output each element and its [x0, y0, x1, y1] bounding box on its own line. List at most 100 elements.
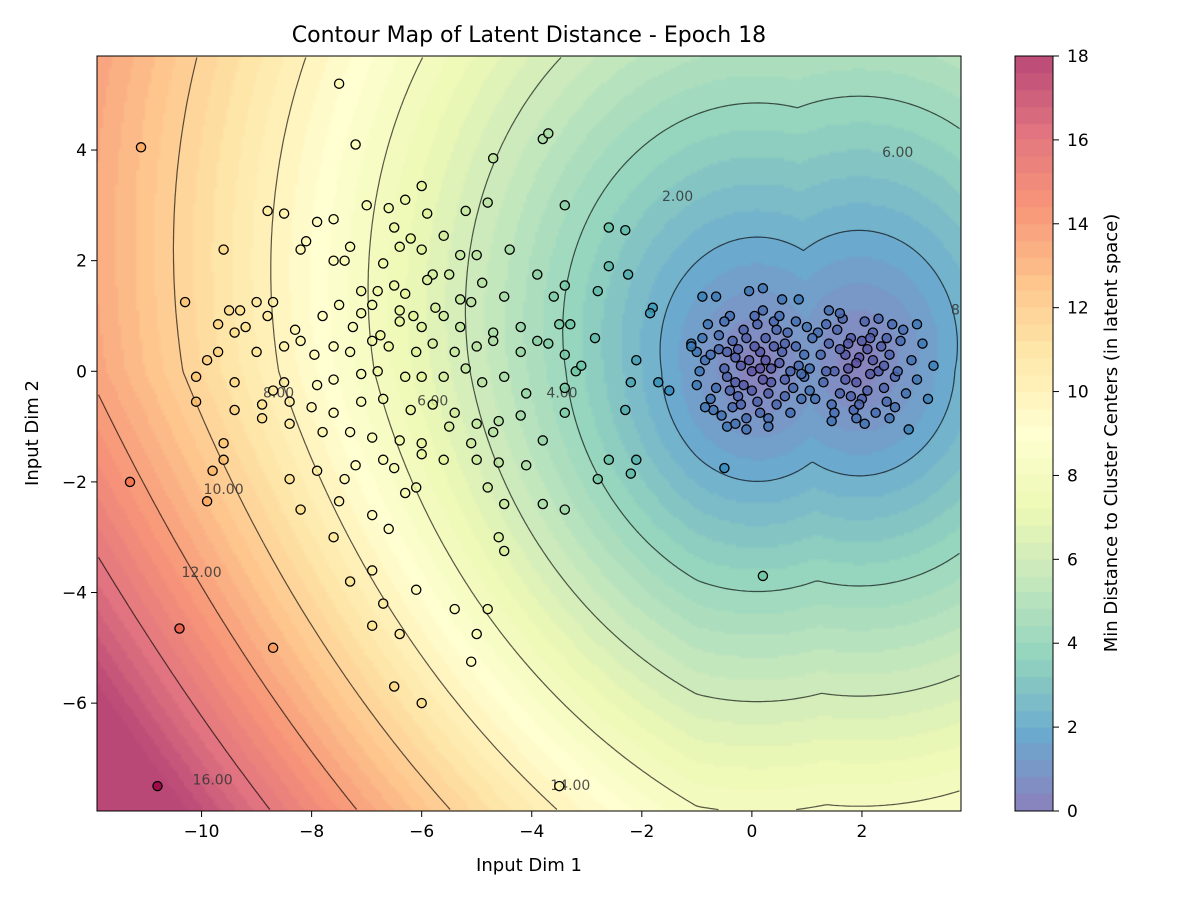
scatter-point	[471, 341, 482, 352]
scatter-point	[504, 244, 515, 255]
cluster-point	[911, 319, 923, 330]
scatter-point	[388, 681, 400, 692]
scatter-point	[493, 531, 504, 543]
scatter-point	[471, 628, 482, 640]
cluster-point	[903, 424, 914, 435]
colorbar-tick-label: 4	[1067, 634, 1078, 654]
scatter-point	[482, 603, 493, 615]
cluster-point	[928, 360, 939, 371]
scatter-point	[603, 260, 615, 272]
scatter-point	[366, 565, 378, 576]
x-tick-label: −8	[299, 822, 324, 842]
cluster-point	[757, 374, 769, 385]
scatter-point	[317, 426, 328, 438]
scatter-point	[565, 319, 576, 330]
scatter-point	[190, 371, 202, 383]
scatter-point	[416, 437, 427, 449]
y-tick-label: −6	[62, 694, 87, 714]
cluster-point	[809, 393, 821, 405]
cluster-point	[724, 385, 736, 396]
colorbar-tick-label: 6	[1067, 550, 1078, 570]
colorbar-tick-label: 12	[1067, 299, 1089, 319]
scatter-point	[460, 205, 471, 217]
scatter-point	[471, 249, 482, 261]
scatter-point	[339, 473, 350, 485]
cluster-point	[845, 390, 857, 402]
cluster-point	[713, 330, 725, 341]
scatter-point	[515, 410, 526, 421]
cluster-point	[787, 382, 799, 394]
scatter-point	[625, 468, 637, 479]
colorbar-tick-label: 8	[1067, 466, 1078, 486]
scatter-point	[355, 307, 367, 319]
scatter-point	[410, 482, 422, 493]
scatter-point	[262, 205, 273, 217]
scatter-point	[218, 437, 229, 449]
cluster-point	[815, 349, 826, 360]
scatter-point	[430, 302, 441, 313]
scatter-point	[482, 197, 493, 208]
scatter-point	[355, 285, 367, 297]
cluster-point	[892, 366, 903, 377]
scatter-point	[620, 404, 631, 416]
scatter-point	[664, 385, 675, 396]
cluster-point	[749, 310, 760, 322]
cluster-point	[842, 338, 854, 349]
scatter-point	[267, 385, 279, 396]
scatter-point	[421, 274, 433, 286]
cluster-point	[917, 338, 928, 349]
scatter-point	[438, 371, 449, 383]
scatter-point	[388, 280, 400, 291]
scatter-point	[366, 509, 378, 521]
cluster-point	[721, 346, 733, 358]
cluster-point	[889, 401, 901, 413]
y-tick-label: −2	[62, 473, 87, 493]
contour-line-2	[659, 229, 958, 482]
scatter-point	[311, 216, 323, 228]
x-tick-label: −6	[409, 822, 434, 842]
cluster-point	[779, 374, 791, 385]
cluster-point	[884, 349, 895, 360]
scatter-points	[124, 78, 939, 792]
cluster-point	[840, 374, 851, 385]
scatter-point	[201, 354, 213, 366]
cluster-point	[884, 413, 895, 424]
scatter-point	[256, 399, 268, 410]
cluster-point	[702, 319, 714, 330]
cluster-point	[826, 415, 837, 427]
scatter-point	[482, 482, 493, 493]
cluster-point	[749, 341, 760, 352]
cluster-point	[798, 349, 810, 360]
scatter-point	[223, 305, 235, 316]
colorbar-tick-label: 10	[1067, 383, 1089, 403]
scatter-point	[532, 335, 543, 347]
scatter-point	[454, 294, 466, 305]
cluster-point	[875, 341, 887, 352]
scatter-point	[498, 545, 510, 557]
scatter-point	[377, 454, 389, 466]
scatter-point	[487, 153, 499, 164]
x-tick-label: −10	[184, 822, 220, 842]
cluster-point	[782, 327, 793, 338]
cluster-point	[820, 319, 832, 330]
scatter-point	[471, 418, 482, 430]
cluster-point	[774, 357, 785, 369]
scatter-point	[399, 288, 411, 300]
scatter-point	[394, 316, 405, 327]
scatter-point	[537, 498, 549, 510]
contour-line-6	[464, 57, 960, 703]
scatter-point	[465, 296, 477, 308]
cluster-point	[823, 338, 835, 349]
scatter-point	[454, 249, 466, 261]
distance-heatmap	[97, 56, 961, 811]
scatter-point	[355, 396, 367, 407]
cluster-point	[804, 385, 815, 396]
scatter-point	[631, 354, 642, 366]
cluster-point	[757, 570, 769, 582]
scatter-point	[328, 255, 339, 266]
scatter-point	[152, 780, 163, 792]
scatter-point	[284, 396, 295, 407]
scatter-point	[333, 496, 345, 507]
cluster-point	[834, 343, 846, 355]
